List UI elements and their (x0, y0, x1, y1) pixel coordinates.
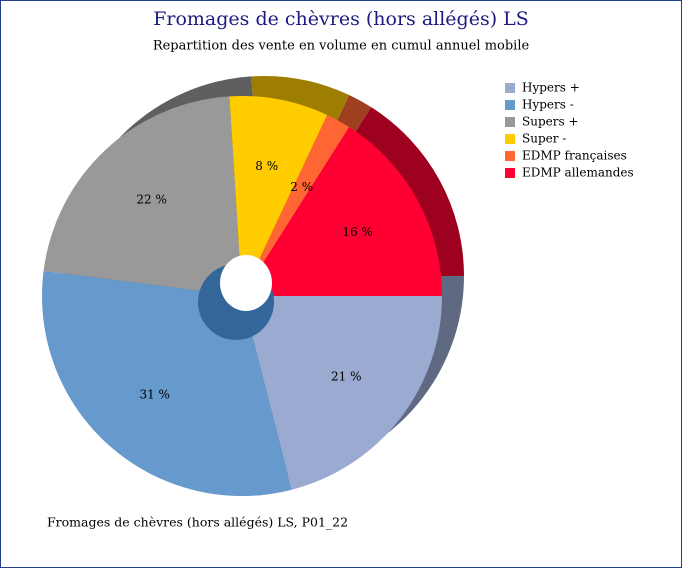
slice (242, 115, 350, 296)
slice (242, 296, 442, 490)
caption: Fromages de chèvres (hors allégés) LS, P… (47, 515, 348, 530)
data-label: 31 % (139, 388, 170, 402)
slice (229, 95, 328, 296)
legend-swatch (505, 168, 515, 178)
legend-swatch (505, 83, 515, 93)
legend-label: Supers + (522, 115, 579, 129)
legend-swatch (505, 117, 515, 127)
chart-title: Fromages de chèvres (hors allégés) LS (153, 8, 529, 30)
slice (242, 127, 442, 296)
legend: Hypers + Hypers - Supers + Super - EDMP fran… (505, 81, 634, 180)
legend-label: EDMP françaises (522, 149, 627, 163)
legend-label: Hypers + (522, 81, 580, 95)
legend-swatch (505, 134, 515, 144)
data-label: 16 % (342, 225, 373, 239)
chart-subtitle: Repartition des vente en volume en cumul… (153, 39, 530, 54)
hole (220, 255, 272, 311)
data-label: 21 % (331, 369, 362, 383)
data-label: 22 % (136, 192, 167, 206)
pie: 21 % 31 % 22 % 8 % 2 % 16 % (42, 75, 464, 496)
legend-label: Hypers - (522, 98, 574, 112)
legend-label: Super - (522, 132, 566, 146)
legend-label: EDMP allemandes (522, 166, 634, 180)
legend-swatch (505, 100, 515, 110)
legend-swatch (505, 151, 515, 161)
slice (43, 96, 243, 296)
data-label: 8 % (255, 159, 278, 173)
data-label: 2 % (290, 180, 313, 194)
